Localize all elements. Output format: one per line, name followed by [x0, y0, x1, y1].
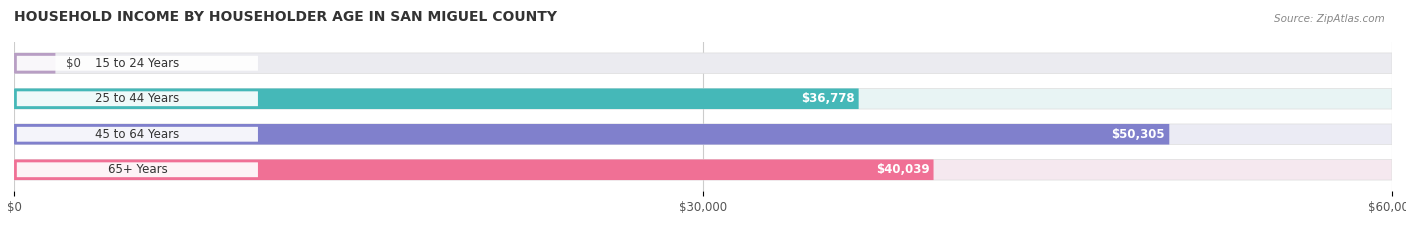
FancyBboxPatch shape	[17, 162, 257, 177]
FancyBboxPatch shape	[14, 53, 55, 74]
FancyBboxPatch shape	[17, 91, 257, 106]
FancyBboxPatch shape	[14, 89, 1392, 109]
Text: 25 to 44 Years: 25 to 44 Years	[96, 92, 180, 105]
FancyBboxPatch shape	[14, 159, 934, 180]
FancyBboxPatch shape	[14, 89, 859, 109]
Text: $40,039: $40,039	[876, 163, 929, 176]
Text: 15 to 24 Years: 15 to 24 Years	[96, 57, 180, 70]
FancyBboxPatch shape	[14, 124, 1392, 144]
Text: 65+ Years: 65+ Years	[107, 163, 167, 176]
FancyBboxPatch shape	[14, 124, 1170, 144]
FancyBboxPatch shape	[17, 127, 257, 142]
Text: $36,778: $36,778	[801, 92, 855, 105]
Text: 45 to 64 Years: 45 to 64 Years	[96, 128, 180, 141]
FancyBboxPatch shape	[17, 56, 257, 71]
Text: HOUSEHOLD INCOME BY HOUSEHOLDER AGE IN SAN MIGUEL COUNTY: HOUSEHOLD INCOME BY HOUSEHOLDER AGE IN S…	[14, 10, 557, 24]
Text: Source: ZipAtlas.com: Source: ZipAtlas.com	[1274, 14, 1385, 24]
Text: $50,305: $50,305	[1112, 128, 1166, 141]
FancyBboxPatch shape	[14, 159, 1392, 180]
Text: $0: $0	[66, 57, 82, 70]
FancyBboxPatch shape	[14, 53, 1392, 74]
